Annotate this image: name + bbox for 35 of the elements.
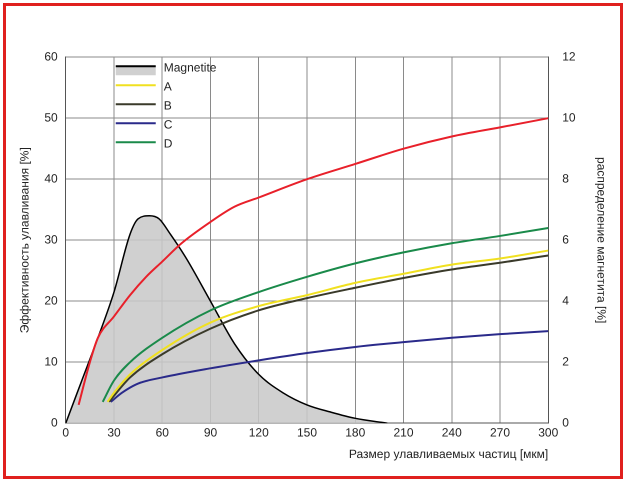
x-tick-label: 60 [156,426,170,440]
y2-tick-label: 8 [562,172,570,186]
legend-label: A [164,80,172,94]
x-tick-label: 180 [345,426,366,440]
x-tick-label: 270 [490,426,510,440]
y2-tick-label: 12 [562,50,576,64]
legend-label: Magnetite [164,60,217,75]
y2-tick-label: 10 [562,110,576,125]
x-tick-label: 30 [107,426,121,440]
y2-tick-label: 2 [562,354,570,369]
y-tick-label: 10 [44,354,58,369]
x-tick-label: 120 [248,426,270,440]
y-tick-label: 50 [44,110,58,125]
y2-tick-label: 4 [562,294,570,308]
y2-axis-title: распределение магнетита [%] [594,157,608,324]
legend-label: C [164,118,173,132]
x-tick-label: 90 [204,426,218,440]
legend-label: B [164,98,172,113]
x-tick-label: 0 [62,426,70,440]
x-tick-label: 240 [442,426,462,440]
x-tick-label: 210 [393,426,414,440]
line-series [78,117,548,406]
y-tick-label: 0 [51,416,58,430]
y-tick-label: 40 [44,172,58,186]
x-tick-label: 300 [538,426,559,440]
y-tick-label: 60 [44,50,58,64]
y-tick-label: 20 [44,294,58,308]
y2-tick-label: 0 [562,416,570,430]
legend-label: D [164,136,173,151]
y-axis-title: Эффективность улавливания [%] [18,147,32,334]
x-axis-title: Размер улавливаемых частиц [мкм] [348,447,548,462]
y2-tick-label: 6 [562,232,570,247]
y-tick-label: 30 [44,232,58,247]
x-tick-label: 150 [296,426,318,440]
line-series [110,330,548,403]
